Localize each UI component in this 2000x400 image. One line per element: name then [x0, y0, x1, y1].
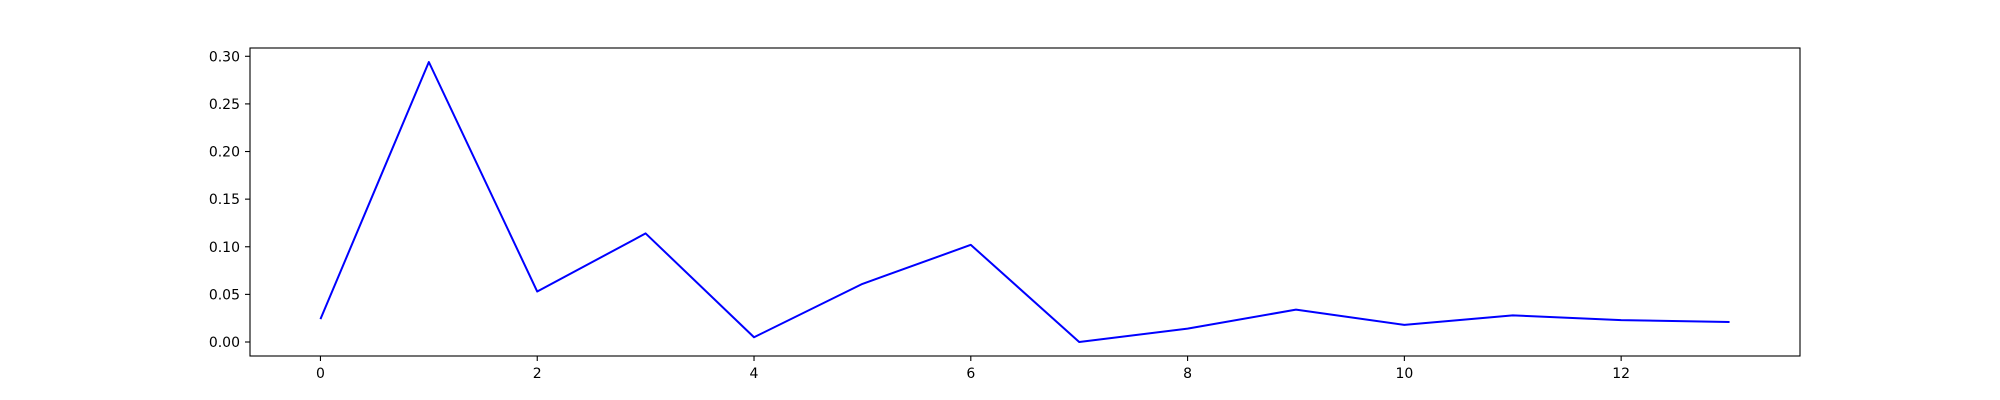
series-line-0 — [319, 61, 1730, 343]
y-tick-label: 0.20 — [209, 145, 240, 161]
x-tick-label: 4 — [750, 366, 759, 382]
y-tick-label: 0.30 — [209, 49, 240, 65]
x-tick-label: 12 — [1612, 366, 1630, 382]
x-tick-label: 6 — [966, 366, 975, 382]
series-layer — [319, 61, 1730, 343]
x-tick-label: 0 — [316, 366, 325, 382]
y-tick-label: 0.00 — [209, 335, 240, 351]
y-tick-label: 0.10 — [209, 240, 240, 256]
y-tick-label: 0.15 — [209, 192, 240, 208]
x-tick-label: 8 — [1183, 366, 1192, 382]
x-axis-ticks: 0 2 4 6 8 10 12 — [316, 356, 1630, 382]
x-tick-label: 10 — [1395, 366, 1413, 382]
x-tick-label: 2 — [533, 366, 542, 382]
plot-area-frame — [249, 47, 1801, 357]
y-tick-label: 0.25 — [209, 97, 240, 113]
y-tick-label: 0.05 — [209, 287, 240, 303]
y-axis-ticks: 0.00 0.05 0.10 0.15 0.20 0.25 0.30 — [209, 49, 250, 351]
